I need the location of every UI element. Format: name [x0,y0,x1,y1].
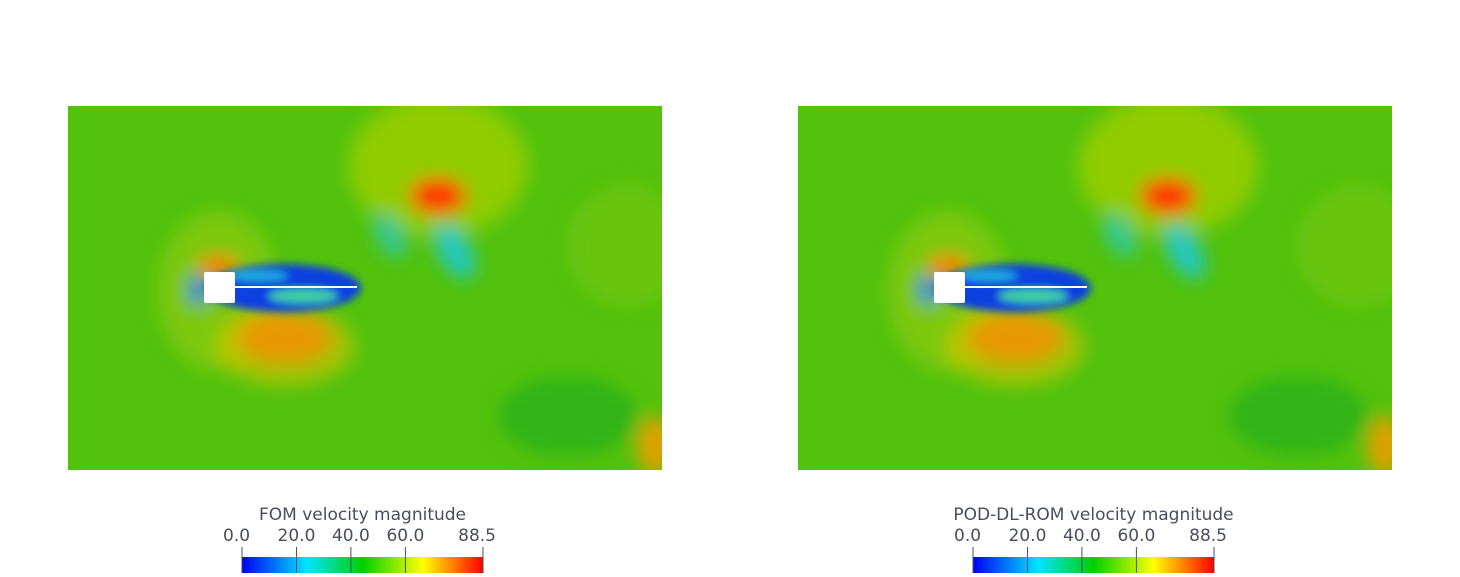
colorbar-tick-label: 40.0 [332,526,370,546]
colorbar [973,557,1214,573]
colorbar-tick-label: 0.0 [223,526,250,546]
colorbar-tick-label: 60.0 [386,526,424,546]
colorbar-tick-label: 60.0 [1117,526,1155,546]
colorbar-tick-label: 88.5 [458,526,496,546]
colorbar-tick-label: 20.0 [278,526,316,546]
colorbar [242,557,483,573]
colorbar-title: FOM velocity magnitude [259,505,466,525]
fom-field [68,96,688,476]
colorbar-tick-label: 0.0 [954,526,981,546]
colorbar-title: POD-DL-ROM velocity magnitude [953,505,1233,525]
colorbar-tick-label: 88.5 [1189,526,1227,546]
colorbar-tick-label: 20.0 [1009,526,1047,546]
rom-field [798,96,1418,476]
colorbar-tick-label: 40.0 [1063,526,1101,546]
